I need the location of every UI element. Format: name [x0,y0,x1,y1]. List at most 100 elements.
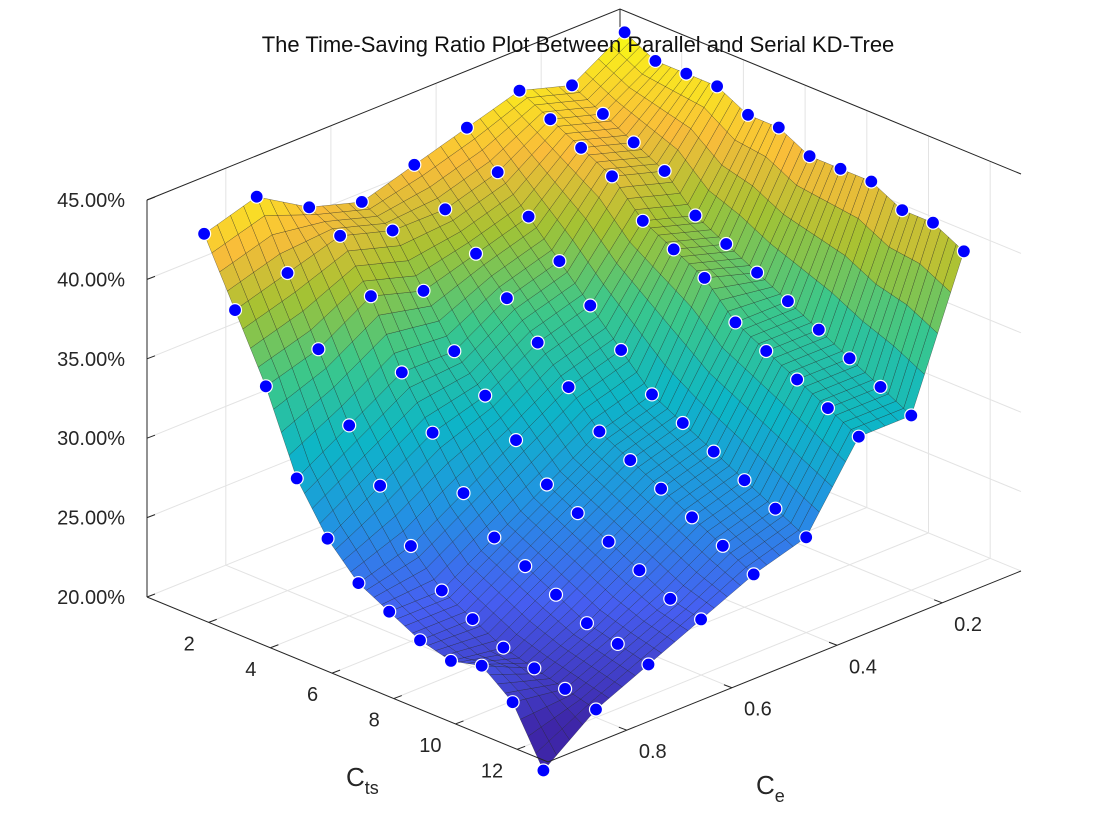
data-point-6-3 [644,387,660,402]
y-axis-label-main: C [756,770,775,800]
data-point-8-8 [443,653,458,669]
e-tick-mark-2 [723,684,733,689]
data-point-1-2 [543,112,558,127]
x-axis-label-sub: ts [365,778,379,798]
ts-tick-label-5: 12 [481,760,503,782]
x-axis-label: Cts [346,762,379,798]
data-point-5-8 [351,575,366,591]
ts-tick-label-4: 10 [419,735,441,757]
e-tick-label-3: 0.8 [639,741,667,763]
data-point-2-8 [258,379,273,394]
ts-tick-label-2: 6 [307,684,318,706]
data-point-0-1 [564,78,580,93]
data-point-4-8 [320,531,335,546]
data-point-4-5 [478,388,493,403]
data-point-1-1 [595,106,611,122]
data-point-7-2 [728,315,743,330]
data-point-4-3 [583,298,598,313]
box-bottom-front-edges [146,570,1022,763]
data-point-8-7 [496,640,511,655]
data-point-11-2 [851,429,866,444]
data-point-8-5 [601,534,616,549]
data-point-10-7 [557,681,573,697]
data-point-8-3 [706,444,721,459]
data-point-9-4 [684,510,700,525]
data-point-3-0 [709,79,725,94]
data-point-10-2 [820,401,836,416]
data-point-8-6 [548,587,564,602]
data-point-5-6 [456,486,471,501]
data-point-7-1 [780,294,796,309]
data-point-8-0 [864,174,879,189]
y-axis-label: Ce [756,770,785,806]
z-tick-label-5: 45.00% [57,190,125,212]
z-tick-mark-0 [146,593,156,598]
data-point-2-4 [468,246,484,261]
data-point-0-5 [354,194,369,209]
data-point-1-7 [280,265,295,281]
data-point-10-3 [768,501,783,516]
x-axis-label-main: C [346,762,365,792]
data-point-6-7 [434,583,449,598]
ts-tick-mark-5 [516,745,526,750]
data-point-3-5 [447,344,462,359]
data-point-6-2 [697,270,712,285]
data-point-4-7 [373,478,388,493]
data-point-5-5 [508,433,524,448]
z-tick-mark-2 [146,434,156,439]
data-markers [197,25,972,778]
z-tick-label-2: 30.00% [57,428,125,450]
data-point-0-0 [617,25,632,40]
data-point-0-4 [407,157,422,172]
data-point-2-0 [679,66,694,81]
data-point-10-5 [663,591,678,606]
ts-tick-label-0: 2 [184,633,195,655]
data-point-9-1 [842,351,857,366]
data-point-11-6 [641,657,656,672]
data-point-7-5 [570,505,585,521]
ts-tick-mark-2 [331,669,341,674]
y-axis-label-sub: e [775,786,785,806]
tick-labels: 20.00% 25.00% 30.00% 35.00% 40.00% 45.00% 2 4 6 8… [57,190,982,782]
ts-tick-mark-1 [270,644,279,649]
z-tick-mark-5 [146,196,156,201]
data-point-7-4 [623,453,638,468]
data-point-3-1 [657,163,672,179]
e-tick-mark-0 [933,599,943,604]
data-point-10-4 [715,538,730,553]
data-point-1-3 [490,165,505,180]
data-point-3-7 [342,418,357,433]
e-tick-label-0: 0.2 [954,614,982,636]
data-point-6-1 [749,265,765,280]
data-point-3-4 [499,291,514,306]
data-point-5-4 [561,380,576,395]
data-point-10-0 [925,215,941,230]
data-point-2-5 [416,283,431,298]
data-point-7-8 [412,633,428,648]
data-point-2-1 [626,135,641,150]
data-point-9-8 [474,658,489,673]
data-point-2-2 [573,140,589,155]
data-point-1-0 [648,53,663,69]
data-point-9-2 [789,372,805,387]
surface-mesh [203,31,965,771]
ts-tick-mark-0 [208,618,217,623]
data-point-0-2 [512,83,527,98]
data-point-10-1 [873,379,888,394]
axes-front-edges [146,200,1022,763]
data-point-9-5 [632,563,647,578]
data-point-8-1 [811,322,826,337]
ts-tick-mark-4 [455,720,464,725]
data-point-0-3 [459,120,474,135]
data-point-6-8 [382,604,397,619]
data-point-11-8 [536,763,551,778]
e-tick-mark-1 [828,641,838,646]
data-point-9-3 [737,473,752,488]
data-point-0-8 [197,226,212,241]
data-point-1-8 [227,303,243,318]
data-point-3-6 [394,365,409,380]
data-point-10-8 [505,695,520,710]
data-point-2-7 [311,342,326,357]
e-tick-label-2: 0.6 [744,699,772,721]
